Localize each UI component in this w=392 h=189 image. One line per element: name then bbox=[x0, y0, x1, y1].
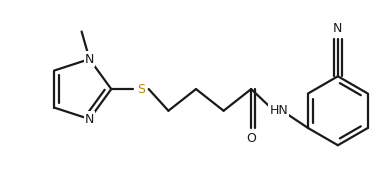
Text: HN: HN bbox=[269, 104, 288, 117]
Text: N: N bbox=[333, 22, 343, 36]
Text: O: O bbox=[246, 132, 256, 145]
Text: N: N bbox=[85, 53, 94, 66]
Text: N: N bbox=[85, 113, 94, 125]
Text: S: S bbox=[137, 83, 145, 96]
